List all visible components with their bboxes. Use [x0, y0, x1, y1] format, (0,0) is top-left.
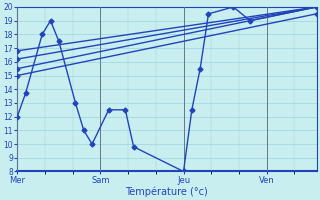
X-axis label: Température (°c): Température (°c): [125, 186, 208, 197]
